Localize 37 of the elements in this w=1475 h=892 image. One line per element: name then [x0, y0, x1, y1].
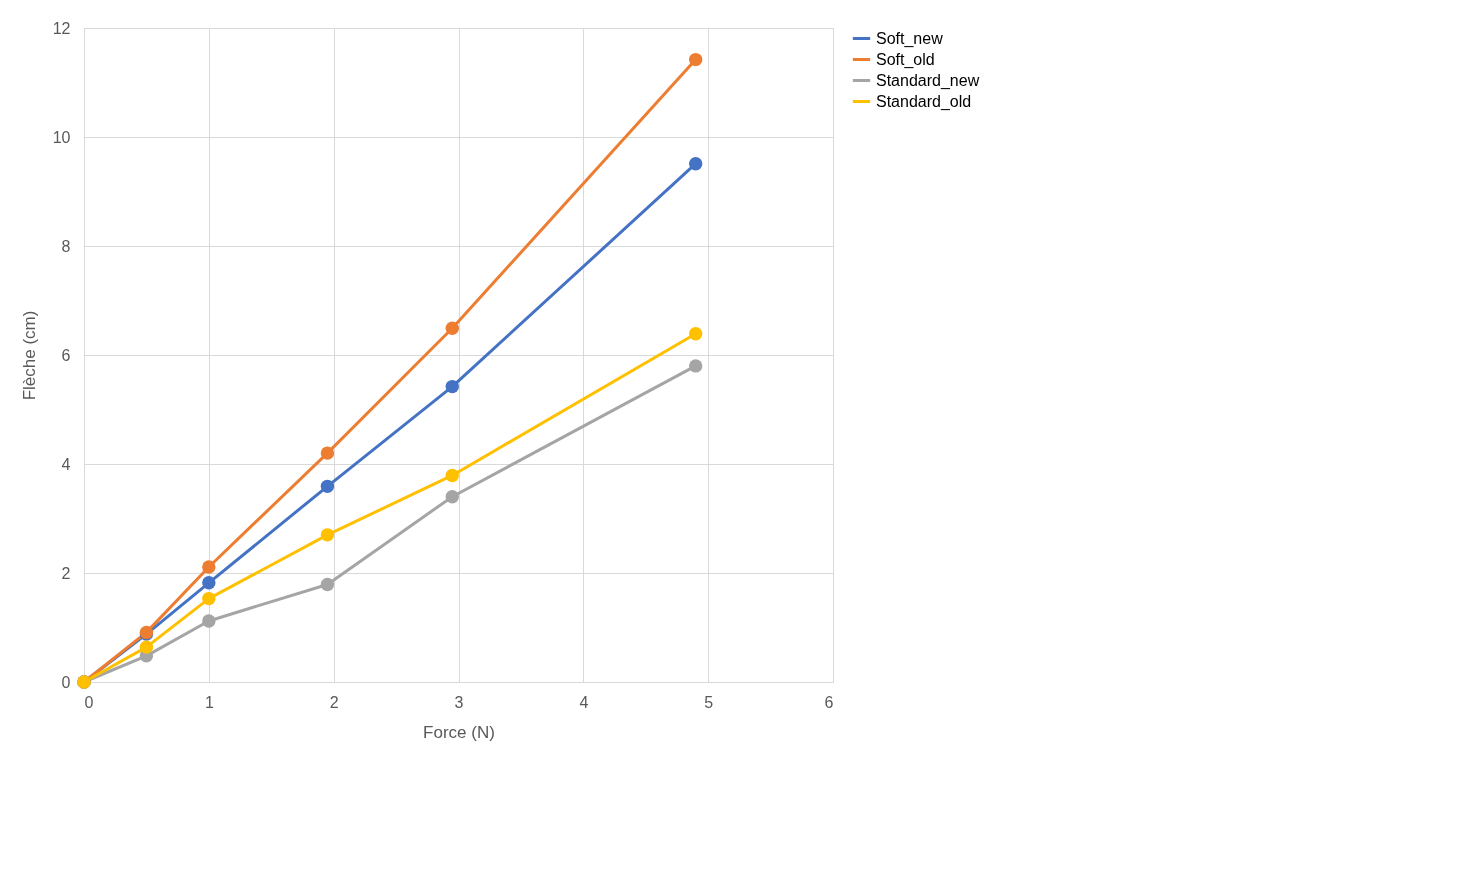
y-tick-label: 12 [52, 19, 71, 37]
legend-label: Soft_new [876, 29, 944, 48]
point [688, 52, 703, 67]
y-tick-label: 0 [61, 673, 71, 691]
point [202, 614, 216, 628]
point [688, 327, 703, 341]
point [202, 591, 216, 606]
y-tick-label: 10 [52, 128, 71, 146]
point [445, 321, 459, 335]
point [445, 379, 459, 394]
x-tick-label: 1 [204, 693, 214, 711]
point [445, 468, 459, 483]
point [320, 479, 335, 494]
x-tick-label: 4 [579, 693, 589, 711]
x-tick-label: 6 [824, 693, 834, 711]
x-tick-label: 0 [84, 693, 94, 711]
legend-label: Soft_old [876, 50, 935, 69]
y-tick-label: 4 [61, 455, 71, 473]
y-tick-label: 6 [61, 346, 71, 364]
point [320, 446, 335, 460]
point [688, 157, 703, 171]
point [202, 560, 216, 574]
x-tick-label: 3 [454, 693, 464, 711]
point [139, 640, 154, 654]
point [688, 359, 703, 373]
y-tick-label: 8 [61, 237, 71, 255]
y-tick-label: 2 [61, 564, 71, 582]
point [445, 490, 459, 504]
x-tick-label: 5 [704, 693, 714, 711]
point [202, 576, 216, 590]
x-tick-label: 2 [329, 693, 339, 711]
legend-label: Standard_old [876, 92, 972, 111]
point [320, 528, 335, 542]
y-axis-title: Flèche (cm) [19, 310, 39, 401]
x-axis-title: Force (N) [423, 722, 495, 742]
point [320, 577, 335, 592]
legend-label: Standard_new [876, 71, 980, 90]
